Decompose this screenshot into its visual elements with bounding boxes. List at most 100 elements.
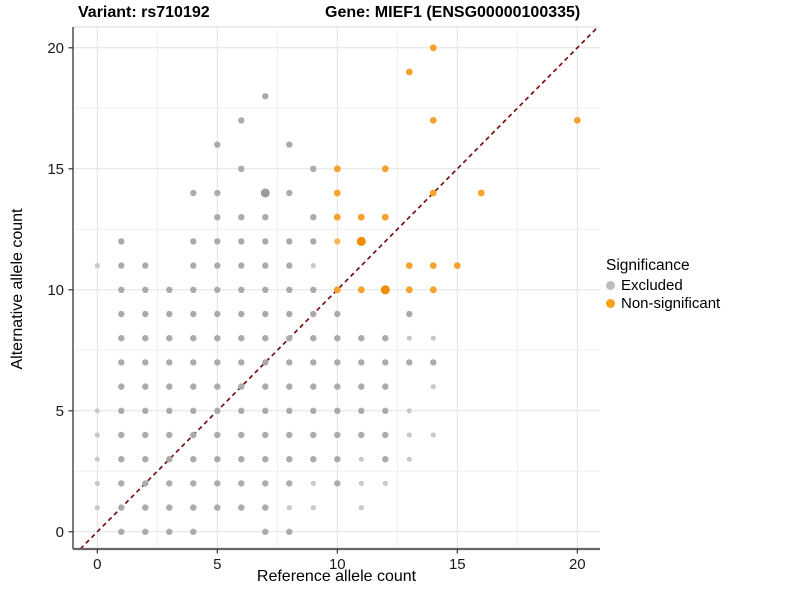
data-point-excluded [358,383,365,390]
data-point-excluded [382,431,389,439]
data-point-excluded [310,359,317,366]
data-point-excluded [214,335,221,342]
data-point-excluded [214,456,221,463]
y-axis-label: Alternative allele count [9,208,26,370]
data-point-excluded [238,383,245,390]
data-point-excluded [334,335,341,342]
data-point-excluded [142,286,149,293]
data-point-excluded [142,407,149,414]
data-point-excluded [142,528,149,535]
data-point-excluded [118,480,125,487]
data-point-excluded [262,214,269,221]
data-point-excluded [334,359,341,366]
data-point-excluded [190,262,197,269]
data-point-excluded [142,480,149,487]
data-point-excluded [238,335,245,342]
data-point-excluded [286,505,292,511]
data-point-excluded [190,456,197,463]
data-point-non-significant [429,189,437,197]
data-point-excluded [286,528,293,535]
data-point-excluded [334,383,341,390]
data-point-excluded [190,310,197,318]
data-point-excluded [214,189,221,197]
data-point-excluded [310,335,317,342]
data-point-excluded [166,407,173,414]
data-point-excluded [166,383,173,390]
data-point-excluded [310,456,317,463]
data-point-excluded [334,431,341,439]
data-point-excluded [310,480,316,486]
data-point-excluded [214,141,221,148]
data-point-excluded [238,407,245,414]
data-point-non-significant [333,286,341,294]
data-point-excluded [310,263,316,269]
data-point-excluded [286,141,293,148]
data-point-excluded [382,407,389,414]
data-point-excluded [214,383,221,390]
data-point-excluded [310,383,317,390]
x-tick-label: 0 [93,556,101,573]
data-point-excluded [286,359,293,366]
identity-line [79,26,599,550]
data-point-non-significant [429,286,437,294]
x-tick-label: 20 [569,556,586,573]
data-point-excluded [94,408,100,414]
excluded-dot-icon [606,281,615,290]
data-point-non-significant [405,68,413,76]
data-point-non-significant [429,44,437,52]
legend-item-excluded: Excluded [606,277,720,294]
data-point-non-significant [380,285,390,295]
data-point-excluded [190,189,197,197]
data-point-excluded [334,456,341,463]
data-point-excluded [214,359,221,366]
data-point-excluded [190,335,197,342]
data-point-excluded [118,286,125,293]
data-point-excluded [214,431,221,439]
data-point-excluded [334,407,341,414]
data-point-excluded [214,480,221,487]
data-point-excluded [310,505,316,511]
data-point-non-significant [477,189,485,197]
data-point-excluded [262,238,269,245]
data-point-excluded [94,456,100,462]
data-point-excluded [190,431,197,439]
data-point-excluded [142,383,149,390]
data-point-non-significant [381,213,389,221]
data-point-excluded [142,456,149,463]
data-point-excluded [214,262,221,269]
data-point-excluded [118,504,125,511]
data-point-non-significant [333,189,341,197]
plot-title-gene: Gene: MIEF1 (ENSG00000100335) [325,4,581,21]
data-point-excluded [118,359,125,366]
data-point-excluded [286,383,293,390]
data-point-excluded [214,310,221,318]
data-point-excluded [118,456,125,463]
legend: Significance Excluded Non-significant [606,257,720,313]
data-point-excluded [430,335,436,341]
data-point-non-significant [405,286,413,294]
data-point-excluded [260,188,270,198]
data-point-excluded [262,359,269,366]
data-point-excluded [166,286,173,293]
data-point-excluded [406,359,413,366]
data-point-excluded [166,528,173,535]
data-point-excluded [238,359,245,366]
x-axis-label: Reference allele count [256,568,417,585]
data-point-non-significant [333,213,341,221]
data-point-excluded [190,383,197,390]
data-point-excluded [166,480,173,487]
data-point-excluded [358,359,365,366]
data-point-excluded [238,504,245,511]
y-tick-label: 0 [56,524,64,541]
data-point-excluded [358,335,365,342]
data-point-excluded [310,165,317,172]
data-point-excluded [382,480,388,486]
data-point-excluded [286,310,293,318]
data-point-excluded [214,407,221,414]
data-point-excluded [406,408,412,414]
data-point-excluded [238,165,245,172]
data-point-excluded [166,504,173,511]
data-point-excluded [262,310,269,318]
data-point-excluded [118,262,125,269]
